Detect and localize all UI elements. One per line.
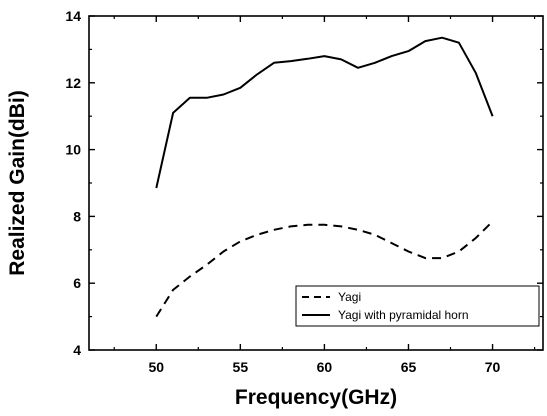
y-axis-title: Realized Gain(dBi) — [6, 90, 29, 276]
y-tick-label: 14 — [65, 8, 81, 24]
x-axis-title: Frequency(GHz) — [235, 386, 397, 409]
legend-label: Yagi — [338, 290, 361, 304]
x-tick-label: 65 — [401, 359, 417, 375]
legend-box — [295, 285, 540, 327]
y-tick-label: 6 — [73, 275, 81, 291]
x-tick-label: 55 — [233, 359, 249, 375]
x-tick-label: 50 — [148, 359, 164, 375]
y-tick-label: 12 — [65, 75, 81, 91]
x-tick-label: 60 — [317, 359, 333, 375]
y-tick-label: 10 — [65, 142, 81, 158]
y-tick-label: 8 — [73, 208, 81, 224]
legend: Yagi Yagi with pyramidal horn — [295, 285, 540, 327]
series-line-yagi-with-pyramidal-horn — [155, 36, 494, 189]
series-line-yagi — [155, 220, 494, 318]
series-layer — [155, 36, 494, 318]
x-tick-label: 70 — [485, 359, 501, 375]
legend-label: Yagi with pyramidal horn — [338, 308, 469, 322]
y-tick-label: 4 — [73, 342, 81, 358]
axis-ticks: 50 55 60 65 70 4 6 8 10 12 14 — [65, 8, 543, 375]
